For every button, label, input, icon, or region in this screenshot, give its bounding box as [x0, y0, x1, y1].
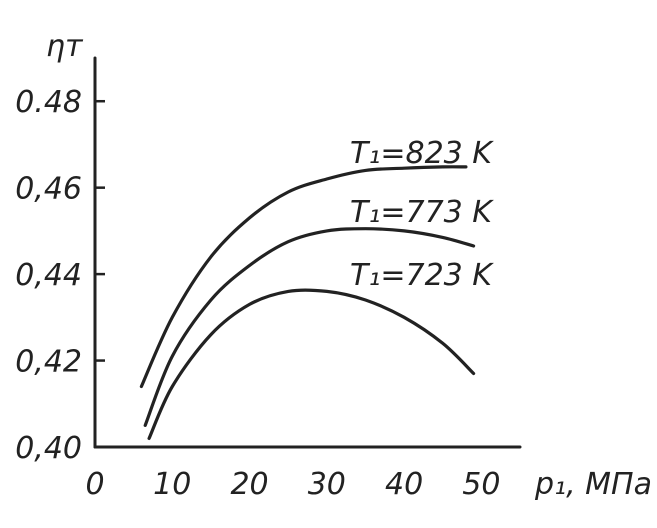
y-tick-label-4: 0.48 [15, 85, 82, 120]
y-tick-label-1: 0,42 [15, 345, 82, 380]
svg-text:ηт: ηт [46, 29, 84, 64]
y-axis-title-text: ηт [46, 29, 84, 64]
x-tick-label-1: 10 [153, 467, 191, 502]
x-tick-label-3: 30 [308, 467, 346, 502]
y-tick-label-2: 0,44 [15, 258, 82, 293]
series-label-0: T₁=823 K [350, 136, 494, 171]
x-tick-label-0: 0 [85, 467, 104, 502]
x-tick-label-5: 50 [462, 467, 500, 502]
axes [93, 56, 522, 449]
series-label-2: T₁=723 K [350, 258, 494, 293]
x-tick-label-4: 40 [385, 467, 423, 502]
x-ticks: 0 10 20 30 40 50 [85, 467, 500, 502]
series-line-0 [139, 165, 468, 389]
series-line-2 [147, 288, 476, 440]
y-ticks: 0,40 0,42 0,44 0,46 0.48 [15, 85, 105, 466]
y-axis-title: ηт [46, 29, 84, 64]
series-label-1: T₁=773 K [350, 195, 494, 230]
y-tick-label-0: 0,40 [15, 431, 82, 466]
x-axis-title-text: p₁, МПа [534, 467, 652, 502]
series-line-1 [143, 227, 476, 427]
x-tick-label-2: 20 [230, 467, 268, 502]
y-tick-label-3: 0,46 [15, 172, 82, 207]
series-group: T₁=823 K T₁=773 K T₁=723 K [139, 136, 494, 440]
x-axis-title: p₁, МПа [534, 467, 652, 502]
